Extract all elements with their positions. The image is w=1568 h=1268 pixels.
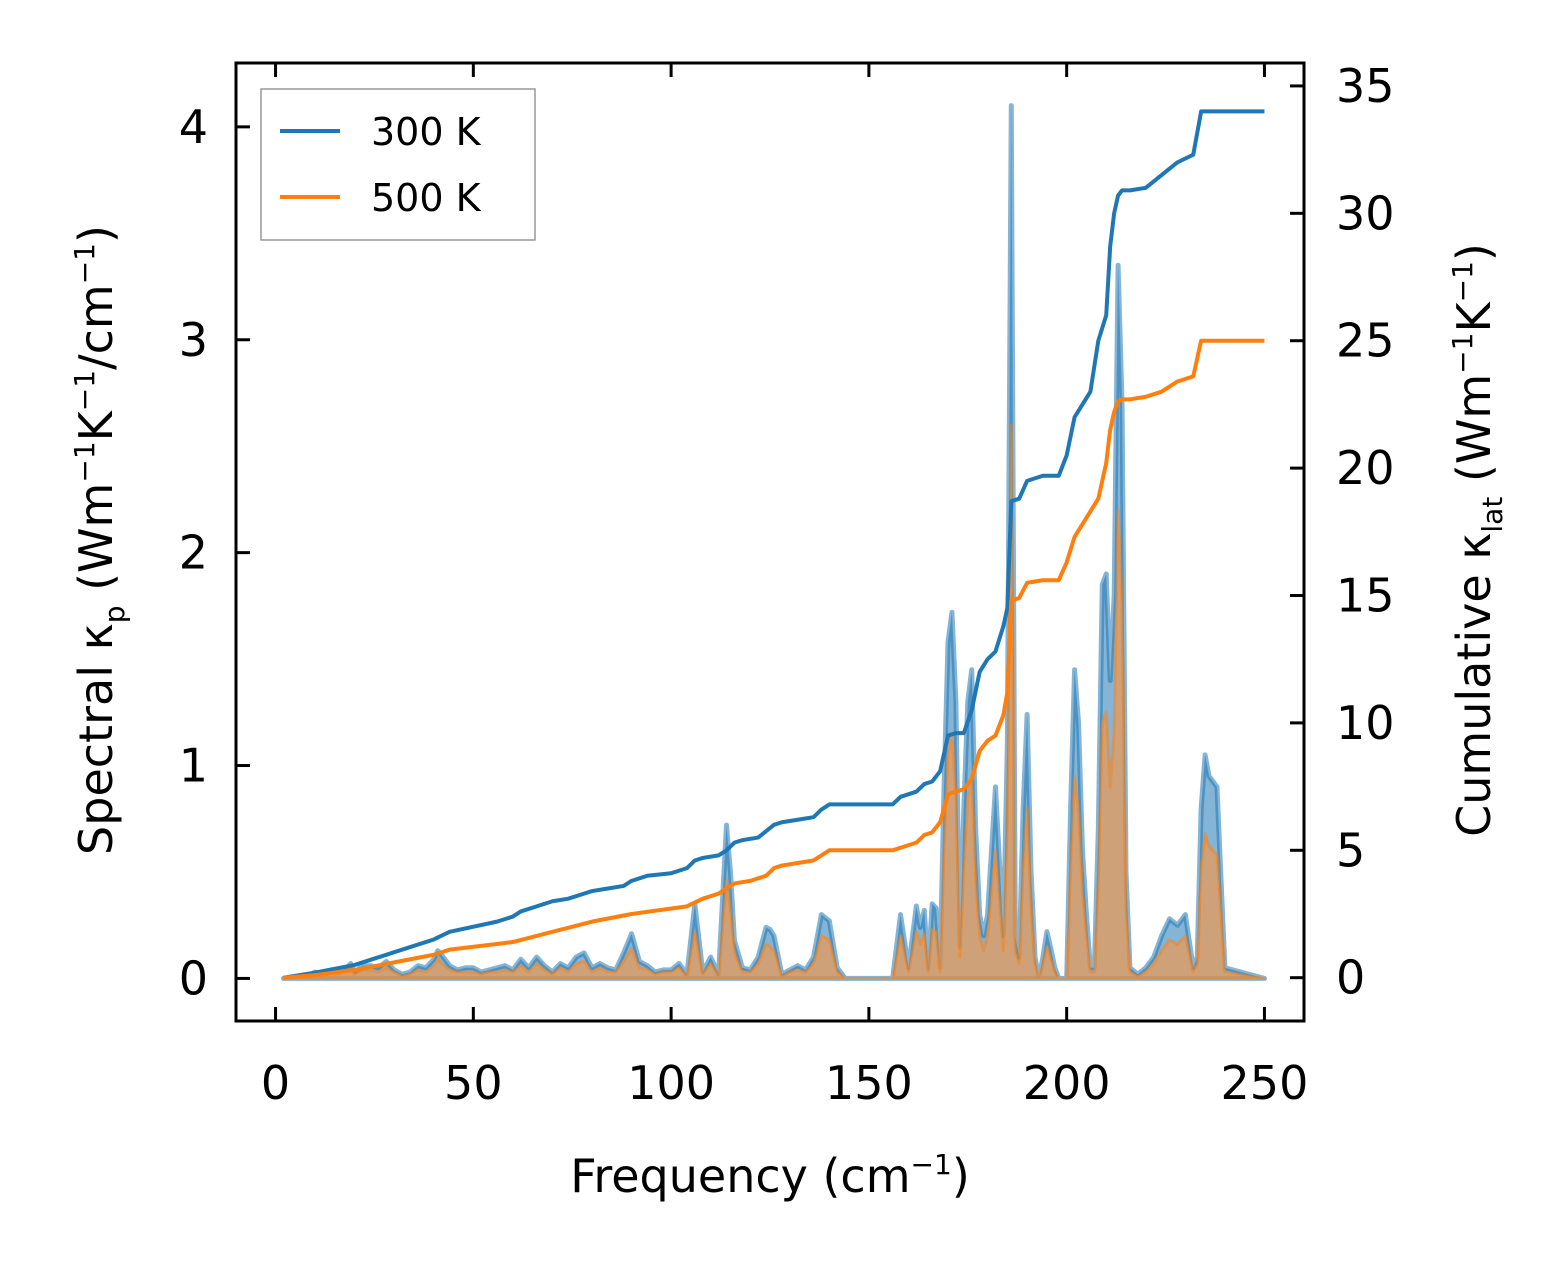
- y-right-tick-label: 0: [1336, 951, 1365, 1005]
- spectral-500k-area: [281, 423, 1266, 980]
- x-tick-label: 50: [444, 1056, 503, 1110]
- y-left-tick-label: 2: [179, 526, 208, 580]
- legend-box: [260, 88, 536, 241]
- y-left-tick-label: 0: [179, 951, 208, 1005]
- x-tick-label: 0: [261, 1056, 290, 1110]
- x-tick-label: 100: [627, 1056, 715, 1110]
- x-tick-label: 150: [825, 1056, 913, 1110]
- y-right-tick-label: 5: [1336, 823, 1365, 877]
- y-left-tick-label: 1: [179, 739, 208, 793]
- y-right-tick-label: 35: [1336, 59, 1395, 113]
- x-axis-label: Frequency (cm−1): [570, 1148, 970, 1203]
- y-left-tick-label: 4: [179, 100, 208, 154]
- y-right-tick-label: 25: [1336, 314, 1395, 368]
- y-left-axis-label: Spectral κp (Wm−1K−1/cm−1): [68, 225, 131, 855]
- cumulative-300k-line: [283, 109, 1265, 980]
- legend-label-500k: 500 K: [371, 176, 482, 220]
- x-tick-label: 200: [1023, 1056, 1111, 1110]
- y-right-axis-label: Cumulative κlat (Wm−1K−1): [1446, 243, 1509, 837]
- axis-ticks: 0 50 100 150 200 250 0 1 2 3 4 0 5 10 15 20 25 30 35: [179, 59, 1395, 1110]
- legend-label-300k: 300 K: [371, 110, 482, 154]
- y-right-tick-label: 15: [1336, 569, 1395, 623]
- y-left-tick-label: 3: [179, 313, 208, 367]
- legend: 300 K 500 K: [260, 88, 536, 241]
- plot-frame: [234, 61, 1306, 1023]
- cumulative-500k-line: [283, 338, 1265, 980]
- y-right-tick-label: 20: [1336, 441, 1395, 495]
- y-right-tick-label: 10: [1336, 696, 1395, 750]
- x-tick-label: 250: [1221, 1056, 1309, 1110]
- spectral-fills: [280, 103, 1267, 981]
- y-right-tick-label: 30: [1336, 186, 1395, 240]
- data-lines: [283, 109, 1265, 980]
